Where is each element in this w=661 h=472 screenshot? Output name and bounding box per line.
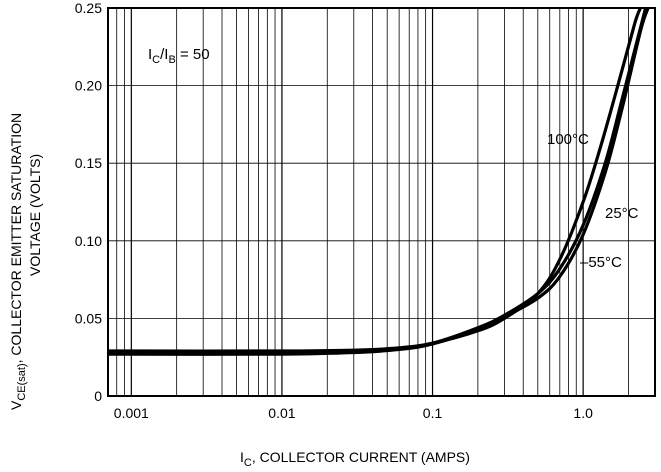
condition-ic: I bbox=[148, 46, 152, 63]
condition-label: IC/IB = 50 bbox=[148, 46, 210, 66]
y-tick-label: 0.10 bbox=[75, 233, 102, 249]
x-tick-label: 0.01 bbox=[268, 405, 295, 421]
x-axis-label: IC, COLLECTOR CURRENT (AMPS) bbox=[240, 449, 470, 469]
condition-value: = 50 bbox=[176, 46, 210, 63]
condition-ic-sub: C bbox=[152, 54, 160, 66]
x-axis-label-rest: , COLLECTOR CURRENT (AMPS) bbox=[252, 449, 470, 465]
x-tick-label: 0.1 bbox=[423, 405, 443, 421]
x-axis-label-main: I bbox=[240, 449, 244, 465]
grid bbox=[108, 8, 655, 396]
curve-label-minus55c: –55°C bbox=[580, 254, 622, 271]
y-tick-label: 0.05 bbox=[75, 310, 102, 326]
y-axis-label-sub: CE(sat) bbox=[16, 363, 28, 400]
y-tick-label: 0.20 bbox=[75, 78, 102, 94]
x-tick-labels: 0.001 0.01 0.1 1.0 bbox=[114, 405, 593, 421]
y-tick-label: 0.15 bbox=[75, 155, 102, 171]
curves bbox=[107, 7, 650, 356]
condition-ib-sub: B bbox=[168, 54, 175, 66]
plot-frame bbox=[107, 7, 656, 397]
series-line-minus55c bbox=[107, 7, 650, 356]
curve-label-100c: 100°C bbox=[547, 131, 589, 148]
x-tick-label: 0.001 bbox=[114, 405, 149, 421]
x-tick-label: 1.0 bbox=[573, 405, 593, 421]
y-tick-label: 0 bbox=[94, 388, 102, 404]
x-axis-label-sub: C bbox=[244, 457, 252, 469]
y-axis-label-line2: VOLTAGE (VOLTS) bbox=[27, 154, 43, 276]
y-axis-label-line1: VCE(sat), COLLECTOR EMITTER SATURATION bbox=[8, 113, 28, 410]
y-tick-labels: 0 0.05 0.10 0.15 0.20 0.25 bbox=[75, 0, 102, 404]
y-axis-label-rest: , COLLECTOR EMITTER SATURATION bbox=[8, 113, 24, 363]
y-axis-label-main: V bbox=[8, 400, 24, 410]
y-tick-label: 0.25 bbox=[75, 0, 102, 16]
curve-label-25c: 25°C bbox=[605, 205, 639, 222]
condition-slash: /I bbox=[160, 46, 168, 63]
